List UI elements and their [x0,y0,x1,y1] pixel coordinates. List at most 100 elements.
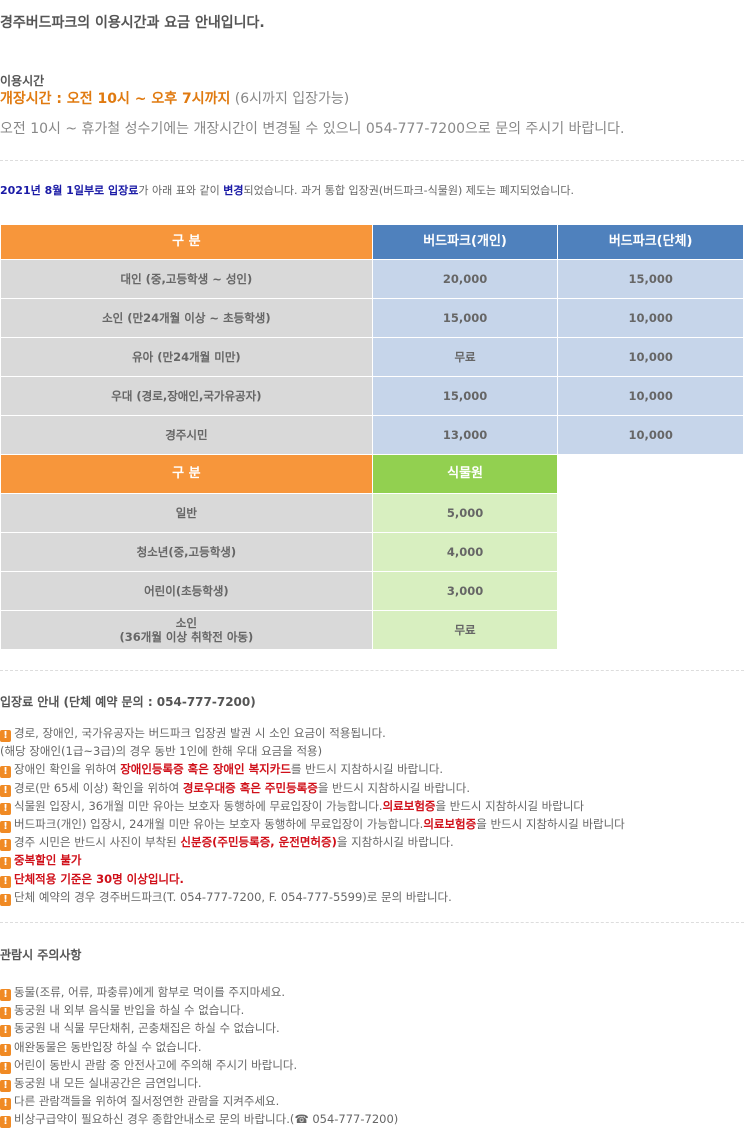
highlight-text: 경로우대증 혹은 주민등록증 [182,780,318,795]
text-segment: 동궁원 내 외부 음식물 반입을 하실 수 없습니다. [14,1003,245,1018]
row-category: 경주시민 [0,415,373,455]
highlight-text: 의료보험증 [382,798,436,813]
price-cell: 무료 [371,610,559,650]
exclamation-icon: ! [0,1043,11,1056]
list-item: ! 경로(만 65세 이상) 확인을 위하여 경로우대증 혹은 주민등록증을 반드… [0,779,625,797]
row-category: 소인 (36개월 이상 취학전 아동) [0,610,373,650]
exclamation-icon: ! [0,1061,11,1074]
header-birdpark-individual: 버드파크(개인) [371,224,559,260]
list-item: ! 단체 예약의 경우 경주버드파크(T. 054-777-7200, F. 05… [0,888,625,906]
exclamation-icon: ! [0,1007,11,1020]
text-segment: 어린이 동반시 관람 중 안전사고에 주의해 주시기 바랍니다. [14,1057,298,1072]
list-item: ! 버드파크(개인) 입장시, 24개월 미만 유아는 보호자 동행하에 무료입장… [0,815,625,834]
price-cell: 15,000 [557,259,744,299]
text-segment: 되었습니다. 과거 통합 입장권(버드파크-식물원) 제도는 폐지되었습니다. [243,184,574,197]
list-item: ! 경로, 장애인, 국가유공자는 버드파크 입장권 발권 시 소인 요금이 적용… [0,724,625,742]
price-cell: 10,000 [557,337,744,377]
divider [0,670,744,671]
text-segment: 을 반드시 지참하시길 바랍니다 [435,798,585,813]
cautions-title: 관람시 주의사항 [0,948,82,962]
exclamation-icon: ! [0,857,11,870]
list-item: ! 비상구급약이 필요하신 경우 종합안내소로 문의 바랍니다.(☎ 054-77… [0,1110,399,1129]
table-header-row: 구 분 식물원 [0,454,744,494]
table-row: 유아 (만24개월 미만) 무료 10,000 [0,337,744,377]
price-cell: 4,000 [371,532,559,572]
list-item: ! 장애인 확인을 위하여 장애인등록증 혹은 장애인 복지카드를 반드시 지참하… [0,760,625,779]
row-category: 어린이(초등학생) [0,571,373,611]
text-segment: 애완동물은 동반입장 하실 수 없습니다. [14,1039,202,1054]
table-row: 어린이(초등학생) 3,000 [0,571,744,611]
opening-hours: 개장시간 : 오전 10시 ~ 오후 7시까지 (6시까지 입장가능) [0,88,349,108]
header-birdpark-group: 버드파크(단체) [557,224,744,260]
header-category: 구 분 [0,454,373,494]
table-row: 일반 5,000 [0,493,744,533]
text-segment: 단체 예약의 경우 경주버드파크(T. 054-777-7200, F. 054… [14,889,452,904]
price-cell: 20,000 [371,259,559,299]
header-botanical-garden: 식물원 [371,454,559,494]
exclamation-icon: ! [0,1098,11,1111]
emphasis-text: 변경 [223,184,244,197]
empty-cell [557,610,744,650]
opening-hours-main: 개장시간 : 오전 10시 ~ 오후 7시까지 [0,91,231,107]
highlight-text: 단체적용 기준은 30명 이상입니다. [14,871,184,886]
row-category: 소인 (만24개월 이상 ~ 초등학생) [0,298,373,338]
text-segment: 동궁원 내 식물 무단채취, 곤충채집은 하실 수 없습니다. [14,1021,280,1036]
divider [0,160,744,161]
exclamation-icon: ! [0,802,11,815]
row-category: 일반 [0,493,373,533]
cautions-list: ! 동물(조류, 어류, 파충류)에게 함부로 먹이를 주지마세요.! 동궁원 내 … [0,983,398,1129]
highlight-text: 신분증(주민등록증, 운전면허증) [180,835,337,850]
exclamation-icon: ! [0,730,11,742]
price-cell: 10,000 [557,298,744,338]
list-item: ! 동궁원 내 외부 음식물 반입을 하실 수 없습니다. [0,1001,398,1020]
exclamation-icon: ! [0,1116,11,1129]
highlight-text: 의료보험증 [423,817,477,832]
table-header-row: 구 분 버드파크(개인) 버드파크(단체) [0,224,744,260]
text-segment: 경로, 장애인, 국가유공자는 버드파크 입장권 발권 시 소인 요금이 적용됩… [14,726,386,740]
row-category: 유아 (만24개월 미만) [0,337,373,377]
admission-list: ! 경로, 장애인, 국가유공자는 버드파크 입장권 발권 시 소인 요금이 적용… [0,724,625,906]
row-category: 우대 (경로,장애인,국가유공자) [0,376,373,416]
list-item: ! 식물원 입장시, 36개월 미만 유아는 보호자 동행하에 무료입장이 가능합… [0,797,625,815]
row-category: 청소년(중,고등학생) [0,532,373,572]
fee-table: 구 분 버드파크(개인) 버드파크(단체) 대인 (중,고등학생 ~ 성인) 20… [0,224,744,650]
text-segment: 가 아래 표와 같이 [138,184,224,197]
list-item: ! 동궁원 내 모든 실내공간은 금연입니다. [0,1074,398,1093]
opening-hours-sub: (6시까지 입장가능) [230,91,350,107]
price-cell: 10,000 [557,415,744,455]
exclamation-icon: ! [0,766,11,779]
price-cell: 15,000 [371,376,559,416]
list-item: ! 경주 시민은 반드시 사진이 부착된 신분증(주민등록증, 운전면허증)을 지… [0,833,625,852]
list-item: ! 애완동물은 동반입장 하실 수 없습니다. [0,1038,398,1056]
intro-text: 경주버드파크의 이용시간과 요금 안내입니다. [0,15,265,31]
empty-cell [557,571,744,611]
list-item: ! 중복할인 불가 [0,851,625,870]
exclamation-icon: ! [0,839,11,852]
empty-cell [557,532,744,572]
list-item: ! 단체적용 기준은 30명 이상입니다. [0,870,625,888]
price-cell: 무료 [371,337,559,377]
exclamation-icon: ! [0,1080,11,1093]
text-segment: 동궁원 내 모든 실내공간은 금연입니다. [14,1076,202,1091]
exclamation-icon: ! [0,821,11,834]
exclamation-icon: ! [0,1025,11,1038]
text-segment: 을 반드시 지참하시길 바랍니다 [476,817,625,832]
fee-change-notice: 2021년 8월 1일부로 입장료가 아래 표와 같이 변경되었습니다. 과거 … [0,182,574,198]
divider [0,922,744,923]
table-row: 소인 (36개월 이상 취학전 아동) 무료 [0,610,744,650]
text-segment: (해당 장애인(1급~3급)의 경우 동반 1인에 한해 우대 요금을 적용) [0,744,323,759]
price-cell: 3,000 [371,571,559,611]
exclamation-icon: ! [0,784,11,797]
table-row: 대인 (중,고등학생 ~ 성인) 20,000 15,000 [0,259,744,299]
row-category: 대인 (중,고등학생 ~ 성인) [0,259,373,299]
table-row: 경주시민 13,000 10,000 [0,415,744,455]
text-segment: 다른 관람객들을 위하여 질서정연한 관람을 지켜주세요. [14,1094,280,1109]
exclamation-icon: ! [0,989,11,1001]
text-segment: 경주 시민은 반드시 사진이 부착된 [14,835,181,850]
list-item: (해당 장애인(1급~3급)의 경우 동반 1인에 한해 우대 요금을 적용) [0,742,625,760]
table-row: 소인 (만24개월 이상 ~ 초등학생) 15,000 10,000 [0,298,744,338]
empty-cell [557,454,744,494]
admission-title: 입장료 안내 (단체 예약 문의 : 054-777-7200) [0,695,256,709]
text-segment: 비상구급약이 필요하신 경우 종합안내소로 문의 바랍니다.(☎ 054-777… [14,1112,399,1127]
text-segment: 버드파크(개인) 입장시, 24개월 미만 유아는 보호자 동행하에 무료입장이… [14,817,424,832]
